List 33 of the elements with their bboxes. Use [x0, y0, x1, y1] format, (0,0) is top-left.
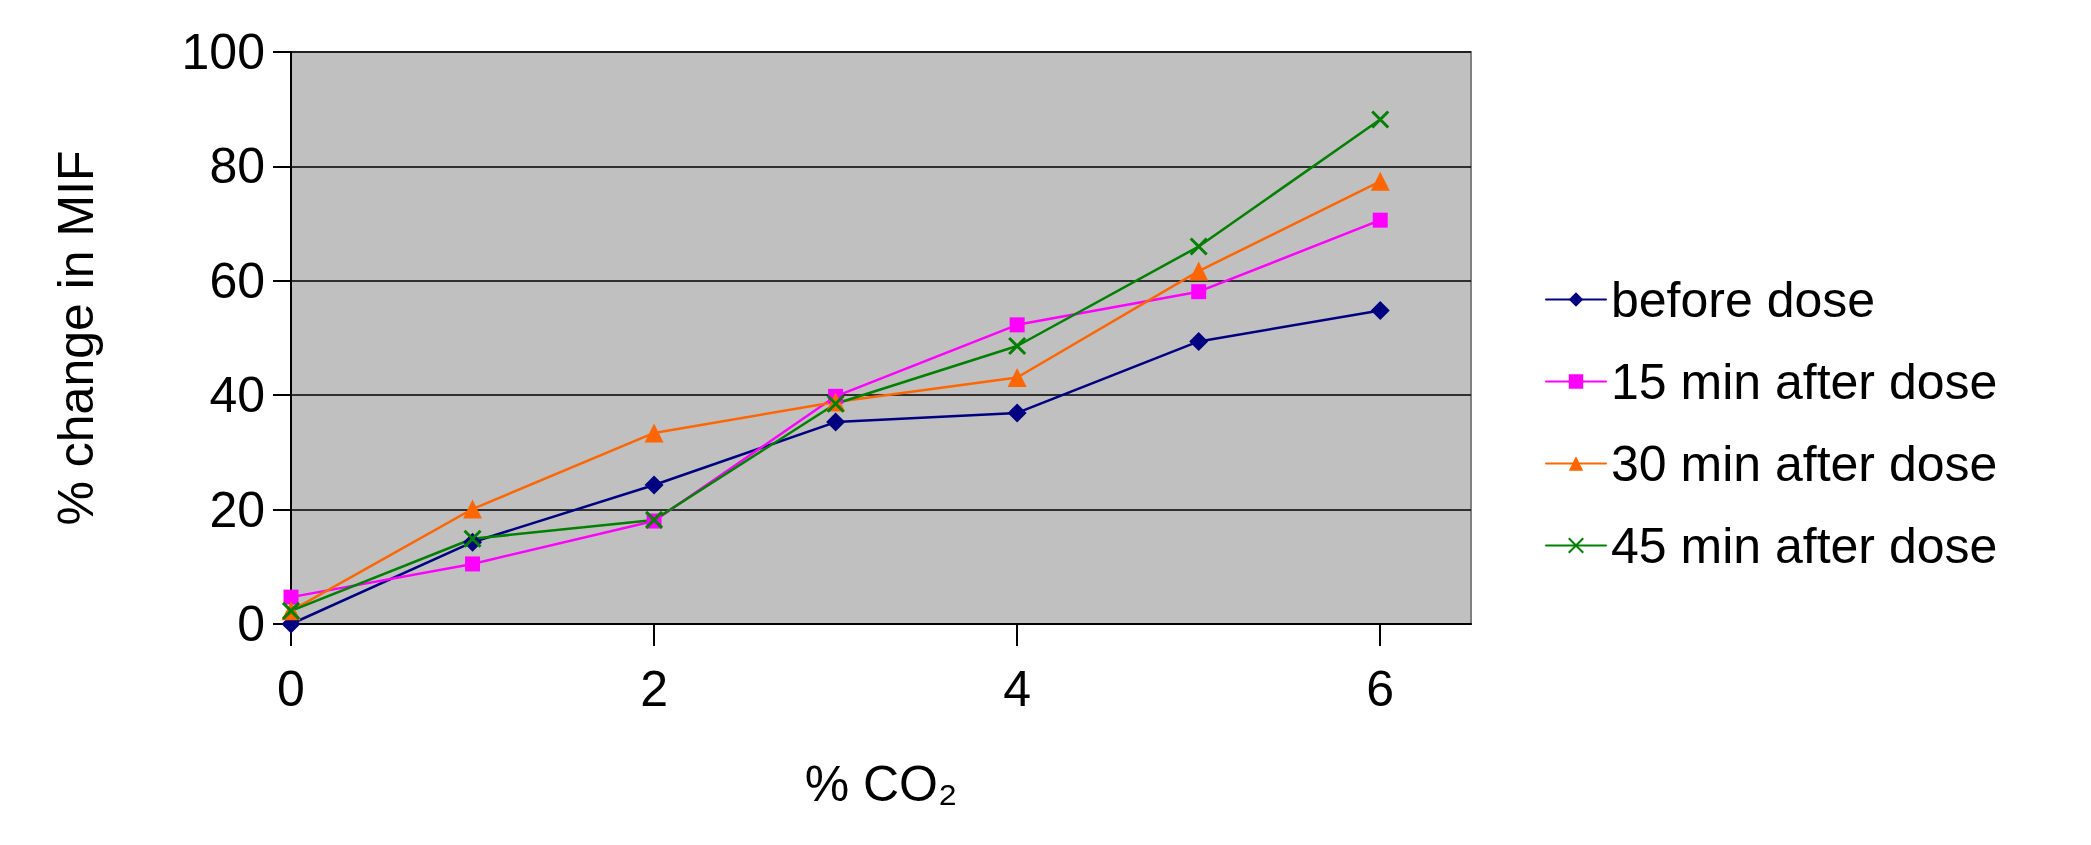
point [465, 556, 481, 572]
x-tick-label: 2 [640, 661, 668, 717]
point [1372, 212, 1388, 228]
y-tick-label: 0 [237, 596, 265, 652]
point [1370, 110, 1390, 129]
point [644, 475, 664, 495]
point [644, 423, 664, 443]
y-tick-label: 80 [209, 138, 265, 195]
legend-label: 15 min after dose [1611, 353, 1998, 410]
y-tick-label: 60 [209, 252, 265, 309]
y-tick-label: 20 [209, 481, 265, 538]
point [1370, 301, 1390, 321]
point [1007, 367, 1027, 387]
point [1189, 261, 1209, 281]
legend-label: 30 min after dose [1611, 435, 1998, 492]
point [826, 412, 846, 432]
point [1189, 331, 1209, 351]
y-tick-label: 40 [209, 367, 265, 424]
x-axis-title: % CO₂ [804, 756, 958, 812]
point [1009, 317, 1025, 333]
point [1189, 236, 1209, 256]
y-tick-label: 100 [181, 24, 265, 80]
point [463, 499, 483, 519]
legend-label: before dose [1611, 271, 1876, 328]
point [1007, 336, 1027, 356]
y-axis-title: % change in MIF [48, 150, 104, 526]
point [1191, 284, 1207, 300]
point [1007, 403, 1027, 423]
x-tick-label: 0 [277, 661, 305, 717]
point [1370, 171, 1390, 191]
x-tick-label: 4 [1003, 661, 1032, 717]
legend-label: 45 min after dose [1611, 517, 1998, 574]
x-tick-label: 6 [1366, 661, 1395, 717]
